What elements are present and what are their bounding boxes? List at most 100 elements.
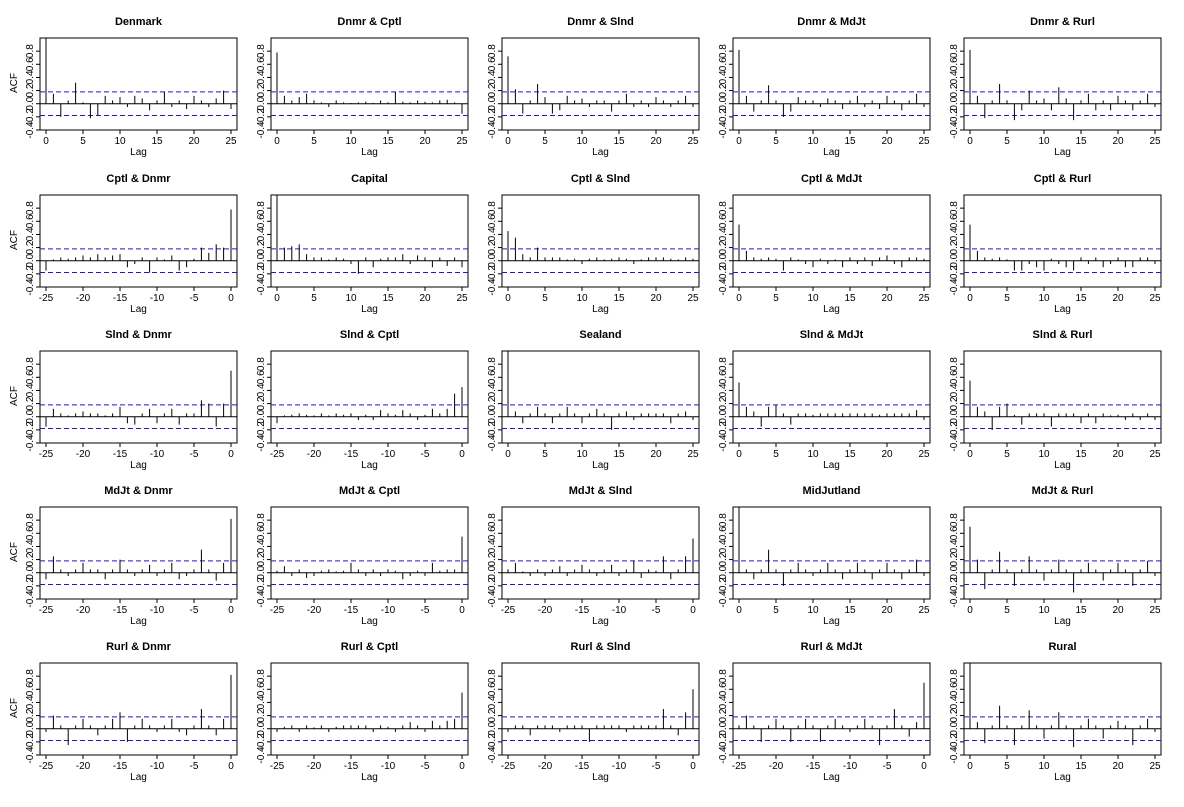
- y-tick-label: -0.2: [256, 577, 267, 595]
- x-tick-label: 0: [967, 136, 973, 147]
- y-tick-label: 0.8: [487, 201, 498, 215]
- x-tick-label: 25: [687, 293, 699, 304]
- acf-panel: Slnd & Dnmr -25 -20 -15 -10 -5 0 -0.4-0.20.00.2…: [9, 329, 238, 471]
- y-tick-label: -0.2: [256, 421, 267, 439]
- y-tick-label: 0.4: [487, 539, 498, 553]
- y-tick-label: 0.8: [949, 669, 960, 683]
- y-tick-label: 0.8: [487, 44, 498, 58]
- x-tick-label: 0: [736, 293, 742, 304]
- x-axis-label: Lag: [592, 772, 609, 783]
- x-tick-label: 15: [382, 293, 394, 304]
- x-tick-label: 15: [844, 136, 856, 147]
- y-tick-label: 0.8: [256, 201, 267, 215]
- x-tick-label: -15: [113, 449, 128, 460]
- y-tick-label: 0.2: [25, 552, 36, 566]
- acf-panel: Rurl & Cptl -25 -20 -15 -10 -5 0 -0.4-0.20.00.2…: [256, 641, 469, 783]
- y-tick-label: 0.0: [487, 96, 498, 110]
- y-tick-label: 0.2: [487, 83, 498, 97]
- x-tick-label: 25: [918, 293, 930, 304]
- y-tick-label: 0.6: [256, 57, 267, 71]
- x-axis-label: Lag: [1054, 147, 1071, 158]
- y-tick-label: -0.4: [25, 278, 36, 296]
- y-tick-label: 0.6: [25, 214, 36, 228]
- y-tick-label: -0.4: [25, 434, 36, 452]
- y-tick-label: 0.6: [487, 370, 498, 384]
- y-tick-label: 0.4: [256, 539, 267, 553]
- x-tick-label: 0: [736, 449, 742, 460]
- y-axis-label: ACF: [9, 73, 20, 93]
- y-tick-label: 0.8: [949, 357, 960, 371]
- acf-panel: Cptl & Dnmr -25 -20 -15 -10 -5 0 -0.4-0.20.00.2…: [9, 173, 238, 315]
- plot-frame: [39, 37, 238, 131]
- x-tick-label: -25: [39, 761, 54, 772]
- x-tick-label: 0: [274, 293, 280, 304]
- panel-title: MdJt & Cptl: [339, 485, 400, 497]
- y-tick-label: 0.6: [487, 57, 498, 71]
- x-tick-label: 25: [1149, 605, 1161, 616]
- x-axis-label: Lag: [130, 147, 147, 158]
- x-tick-label: 15: [1075, 449, 1087, 460]
- panel-title: Slnd & Dnmr: [105, 329, 172, 341]
- x-tick-label: 15: [1075, 605, 1087, 616]
- x-axis-label: Lag: [361, 304, 378, 315]
- plot-frame: [39, 350, 238, 444]
- x-axis-label: Lag: [1054, 772, 1071, 783]
- y-tick-label: 0.4: [487, 227, 498, 241]
- panel-title: Rurl & MdJt: [801, 641, 863, 653]
- acf-panel: MdJt & Cptl -25 -20 -15 -10 -5 0 -0.4-0.20.00.2…: [256, 485, 469, 627]
- y-tick-label: 0.0: [718, 96, 729, 110]
- y-axis-label: ACF: [9, 386, 20, 406]
- panel-title: Rurl & Cptl: [341, 641, 398, 653]
- x-tick-label: -20: [769, 761, 784, 772]
- y-tick-label: -0.2: [487, 421, 498, 439]
- y-tick-label: 0.0: [487, 565, 498, 579]
- x-tick-label: -25: [39, 449, 54, 460]
- x-tick-label: 10: [1038, 605, 1050, 616]
- x-tick-label: 5: [1004, 449, 1010, 460]
- x-tick-label: 0: [43, 136, 49, 147]
- x-tick-label: 5: [542, 293, 548, 304]
- y-tick-label: 0.6: [949, 214, 960, 228]
- y-tick-label: -0.2: [256, 108, 267, 126]
- plot-frame: [732, 662, 931, 756]
- x-axis-label: Lag: [130, 772, 147, 783]
- x-tick-label: 25: [1149, 449, 1161, 460]
- y-axis-label: ACF: [9, 698, 20, 718]
- y-tick-label: 0.6: [718, 370, 729, 384]
- y-tick-label: 0.8: [256, 513, 267, 527]
- x-axis-label: Lag: [361, 460, 378, 471]
- x-tick-label: -15: [344, 761, 359, 772]
- x-tick-label: 20: [881, 605, 893, 616]
- y-tick-label: 0.6: [487, 526, 498, 540]
- x-tick-label: 10: [345, 293, 357, 304]
- x-tick-label: -20: [538, 605, 553, 616]
- panel-title: Rurl & Slnd: [571, 641, 631, 653]
- y-tick-label: 0.2: [256, 83, 267, 97]
- x-tick-label: 0: [505, 136, 511, 147]
- y-tick-label: -0.2: [25, 733, 36, 751]
- x-tick-label: 10: [1038, 761, 1050, 772]
- plot-frame: [270, 37, 469, 131]
- y-tick-label: 0.4: [25, 70, 36, 84]
- y-tick-label: 0.0: [949, 409, 960, 423]
- x-tick-label: -10: [150, 761, 165, 772]
- x-axis-label: Lag: [592, 304, 609, 315]
- y-tick-label: 0.2: [25, 240, 36, 254]
- y-tick-label: 0.8: [256, 669, 267, 683]
- y-tick-label: 0.0: [718, 409, 729, 423]
- x-tick-label: 10: [114, 136, 126, 147]
- x-tick-label: 10: [576, 449, 588, 460]
- y-tick-label: 0.8: [256, 357, 267, 371]
- x-tick-label: 10: [576, 136, 588, 147]
- panel-title: Dnmr & Rurl: [1030, 16, 1095, 28]
- x-axis-label: Lag: [592, 460, 609, 471]
- x-tick-label: 25: [1149, 761, 1161, 772]
- plot-frame: [732, 194, 931, 288]
- y-tick-label: 0.0: [487, 253, 498, 267]
- x-tick-label: -10: [612, 605, 627, 616]
- plot-frame: [270, 194, 469, 288]
- x-tick-label: 20: [1112, 605, 1124, 616]
- panel-title: MdJt & Slnd: [569, 485, 633, 497]
- x-tick-label: 10: [576, 293, 588, 304]
